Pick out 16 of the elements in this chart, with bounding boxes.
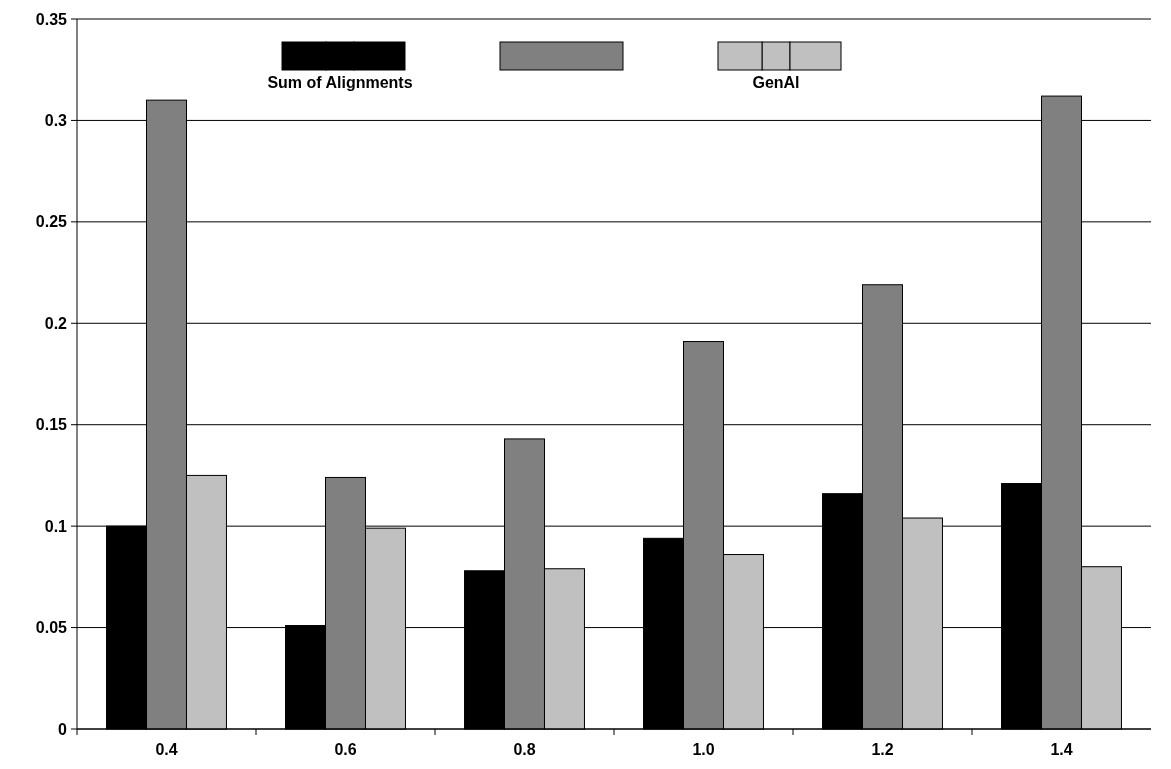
x-tick-label: 1.0 xyxy=(692,741,715,758)
x-tick-label: 0.4 xyxy=(155,741,178,758)
y-tick-label: 0.3 xyxy=(44,112,68,130)
y-tick-label: 0.25 xyxy=(35,213,68,231)
y-tick-label: 0.35 xyxy=(35,10,68,28)
y-tick-label: 0 xyxy=(58,720,68,738)
x-tick-label: 1.4 xyxy=(1050,741,1073,758)
y-tick-label: 0.15 xyxy=(35,416,68,434)
x-tick-label: 0.8 xyxy=(513,741,536,758)
x-tick-label: 0.6 xyxy=(334,741,357,758)
y-tick-label: 0.05 xyxy=(35,619,68,637)
y-tick-label: 0.1 xyxy=(44,517,68,535)
legend-label: GenAl xyxy=(752,74,800,91)
legend-label: Sum of Alignments xyxy=(267,74,413,91)
y-tick-label: 0.2 xyxy=(44,314,68,332)
x-tick-label: 1.2 xyxy=(871,741,894,758)
